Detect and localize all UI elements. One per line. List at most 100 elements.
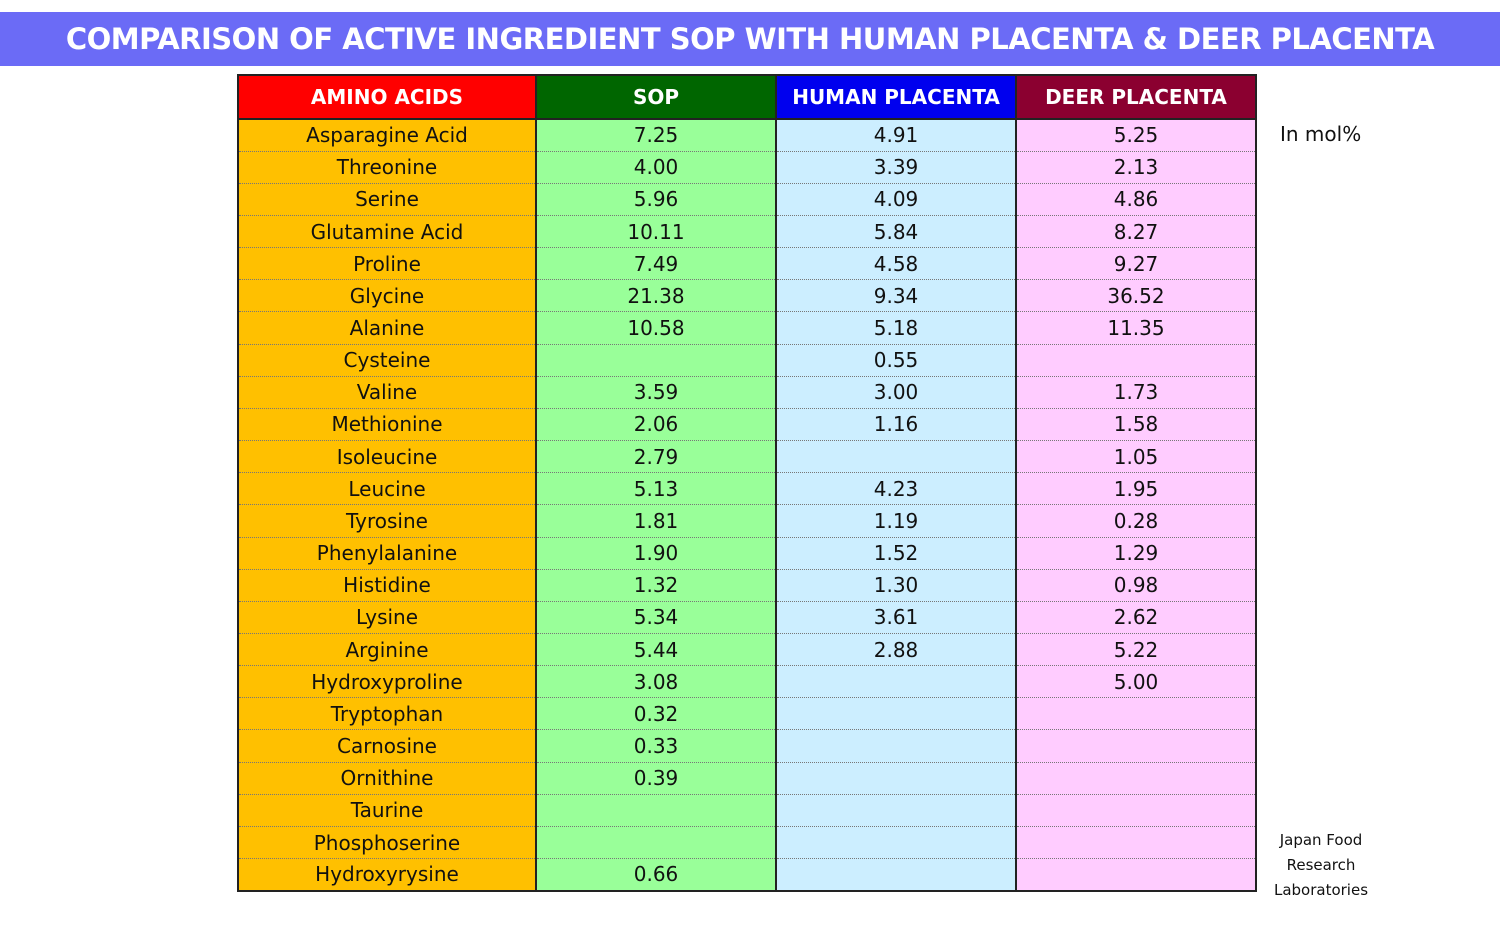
value-cell: 0.66 — [535, 858, 777, 892]
table-row: Hydroxyrysine 0.66 — [237, 858, 1257, 892]
header-row: AMINO ACIDS SOP HUMAN PLACENTA DEER PLACENT… — [237, 74, 1257, 120]
value-cell: 8.27 — [1015, 215, 1257, 249]
value-cell: 4.00 — [535, 151, 777, 184]
value-cell: 1.19 — [775, 504, 1017, 538]
title: COMPARISON OF ACTIVE INGREDIENT SOP WITH… — [0, 12, 1500, 66]
value-cell — [1015, 344, 1257, 377]
table-row: Glutamine Acid 10.11 5.84 8.27 — [237, 215, 1257, 249]
value-cell: 1.90 — [535, 537, 777, 570]
source-note: Japan Food Research Laboratories — [1262, 828, 1380, 903]
column-header: HUMAN PLACENTA — [775, 74, 1017, 120]
value-cell: 7.25 — [535, 119, 777, 152]
value-cell — [535, 794, 777, 827]
value-cell: 4.23 — [775, 472, 1017, 506]
value-cell: 4.58 — [775, 247, 1017, 281]
value-cell: 0.98 — [1015, 569, 1257, 602]
value-cell — [775, 697, 1017, 731]
value-cell: 4.91 — [775, 119, 1017, 152]
amino-acid: Ornithine — [237, 762, 537, 795]
table-row: Cysteine 0.55 — [237, 344, 1257, 377]
value-cell — [775, 440, 1017, 474]
table-row: Tyrosine 1.81 1.19 0.28 — [237, 504, 1257, 538]
value-cell: 1.73 — [1015, 376, 1257, 409]
amino-acid: Phosphoserine — [237, 826, 537, 860]
amino-acid: Threonine — [237, 151, 537, 184]
value-cell — [535, 344, 777, 377]
value-cell — [1015, 729, 1257, 763]
table-row: Lysine 5.34 3.61 2.62 — [237, 601, 1257, 635]
value-cell: 5.34 — [535, 601, 777, 635]
amino-acid: Tyrosine — [237, 504, 537, 538]
amino-acid: Hydroxyrysine — [237, 858, 537, 892]
value-cell — [775, 665, 1017, 699]
value-cell: 5.84 — [775, 215, 1017, 249]
amino-acid: Histidine — [237, 569, 537, 602]
comparison-table: AMINO ACIDS SOP HUMAN PLACENTA DEER PLACENT… — [237, 74, 1257, 892]
table-row: Tryptophan 0.32 — [237, 697, 1257, 731]
amino-acid: Tryptophan — [237, 697, 537, 731]
value-cell: 3.08 — [535, 665, 777, 699]
value-cell: 1.30 — [775, 569, 1017, 602]
table-row: Proline 7.49 4.58 9.27 — [237, 247, 1257, 281]
value-cell: 5.22 — [1015, 633, 1257, 667]
table-row: Phosphoserine — [237, 826, 1257, 860]
table-row: Valine 3.59 3.00 1.73 — [237, 376, 1257, 409]
amino-acid: Carnosine — [237, 729, 537, 763]
amino-acid: Arginine — [237, 633, 537, 667]
amino-acid: Proline — [237, 247, 537, 281]
amino-acid: Phenylalanine — [237, 537, 537, 570]
amino-acid: Hydroxyproline — [237, 665, 537, 699]
column-header: AMINO ACIDS — [237, 74, 537, 120]
value-cell: 1.81 — [535, 504, 777, 538]
value-cell: 2.13 — [1015, 151, 1257, 184]
value-cell: 36.52 — [1015, 279, 1257, 313]
value-cell: 1.32 — [535, 569, 777, 602]
value-cell: 1.29 — [1015, 537, 1257, 570]
value-cell — [1015, 762, 1257, 795]
value-cell: 5.00 — [1015, 665, 1257, 699]
value-cell: 3.39 — [775, 151, 1017, 184]
value-cell: 5.13 — [535, 472, 777, 506]
value-cell: 0.28 — [1015, 504, 1257, 538]
value-cell: 21.38 — [535, 279, 777, 313]
amino-acid: Taurine — [237, 794, 537, 827]
value-cell: 10.58 — [535, 311, 777, 345]
table-row: Glycine 21.38 9.34 36.52 — [237, 279, 1257, 313]
table-row: Methionine 2.06 1.16 1.58 — [237, 408, 1257, 442]
value-cell: 1.52 — [775, 537, 1017, 570]
value-cell: 2.79 — [535, 440, 777, 474]
value-cell: 3.00 — [775, 376, 1017, 409]
value-cell: 5.96 — [535, 183, 777, 216]
value-cell: 0.32 — [535, 697, 777, 731]
value-cell: 2.06 — [535, 408, 777, 442]
amino-acid: Isoleucine — [237, 440, 537, 474]
value-cell: 4.86 — [1015, 183, 1257, 216]
column-header: DEER PLACENTA — [1015, 74, 1257, 120]
amino-acid: Serine — [237, 183, 537, 216]
value-cell — [535, 826, 777, 860]
amino-acid: Asparagine Acid — [237, 119, 537, 152]
table-row: Ornithine 0.39 — [237, 762, 1257, 795]
table-row: Histidine 1.32 1.30 0.98 — [237, 569, 1257, 602]
amino-acid: Valine — [237, 376, 537, 409]
table-row: Alanine 10.58 5.18 11.35 — [237, 311, 1257, 345]
table-row: Serine 5.96 4.09 4.86 — [237, 183, 1257, 216]
value-cell: 3.59 — [535, 376, 777, 409]
value-cell: 10.11 — [535, 215, 777, 249]
amino-acid: Glutamine Acid — [237, 215, 537, 249]
table-row: Threonine 4.00 3.39 2.13 — [237, 151, 1257, 184]
value-cell: 9.27 — [1015, 247, 1257, 281]
value-cell — [775, 729, 1017, 763]
value-cell — [775, 794, 1017, 827]
value-cell — [775, 826, 1017, 860]
value-cell: 1.16 — [775, 408, 1017, 442]
value-cell: 2.62 — [1015, 601, 1257, 635]
value-cell: 1.05 — [1015, 440, 1257, 474]
value-cell: 7.49 — [535, 247, 777, 281]
value-cell: 0.33 — [535, 729, 777, 763]
amino-acid: Methionine — [237, 408, 537, 442]
value-cell — [1015, 858, 1257, 892]
table-row: Arginine 5.44 2.88 5.22 — [237, 633, 1257, 667]
table-row: Asparagine Acid 7.25 4.91 5.25 — [237, 119, 1257, 152]
amino-acid: Lysine — [237, 601, 537, 635]
